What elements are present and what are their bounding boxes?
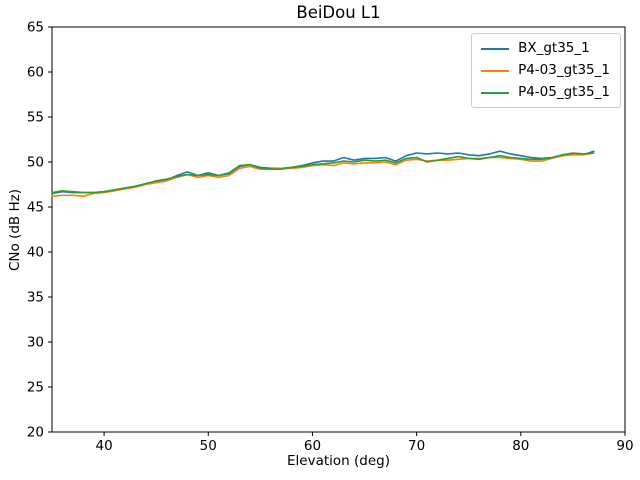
axes-spines xyxy=(51,26,626,433)
x-tick-label: 40 xyxy=(95,438,112,454)
legend-item: P4-03_gt35_1 xyxy=(481,63,610,78)
series-line-P4-03_gt35_1 xyxy=(51,152,595,197)
y-tick-label: 20 xyxy=(27,425,44,441)
y-tick-label: 30 xyxy=(27,335,44,351)
legend-line-swatch-blue xyxy=(481,47,510,50)
x-tick-label: 90 xyxy=(616,438,633,454)
legend-label: P4-03_gt35_1 xyxy=(518,62,610,78)
y-tick-label: 50 xyxy=(27,155,44,171)
y-tick-label: 25 xyxy=(27,380,44,396)
y-axis-label: CNo (dB Hz) xyxy=(7,189,23,271)
y-tick-label: 45 xyxy=(27,200,44,216)
legend-line-swatch-orange xyxy=(481,69,510,72)
legend-label: BX_gt35_1 xyxy=(518,40,590,56)
y-tick-label: 35 xyxy=(27,290,44,306)
legend-item: BX_gt35_1 xyxy=(481,41,610,56)
x-tick-label: 60 xyxy=(304,438,321,454)
chart-title: BeiDou L1 xyxy=(296,3,381,22)
legend-item: P4-05_gt35_1 xyxy=(481,85,610,100)
y-tick-label: 60 xyxy=(27,65,44,81)
series-line-P4-05_gt35_1 xyxy=(51,152,595,194)
legend: BX_gt35_1 P4-03_gt35_1 P4-05_gt35_1 xyxy=(471,33,621,108)
y-tick-label: 65 xyxy=(27,20,44,36)
x-axis-label: Elevation (deg) xyxy=(287,453,390,469)
x-tick-label: 80 xyxy=(512,438,529,454)
x-tick-label: 50 xyxy=(200,438,217,454)
y-tick-label: 40 xyxy=(27,245,44,261)
y-tick-label: 55 xyxy=(27,110,44,126)
legend-line-swatch-green xyxy=(481,91,510,94)
x-tick-label: 70 xyxy=(408,438,425,454)
legend-label: P4-05_gt35_1 xyxy=(518,84,610,100)
